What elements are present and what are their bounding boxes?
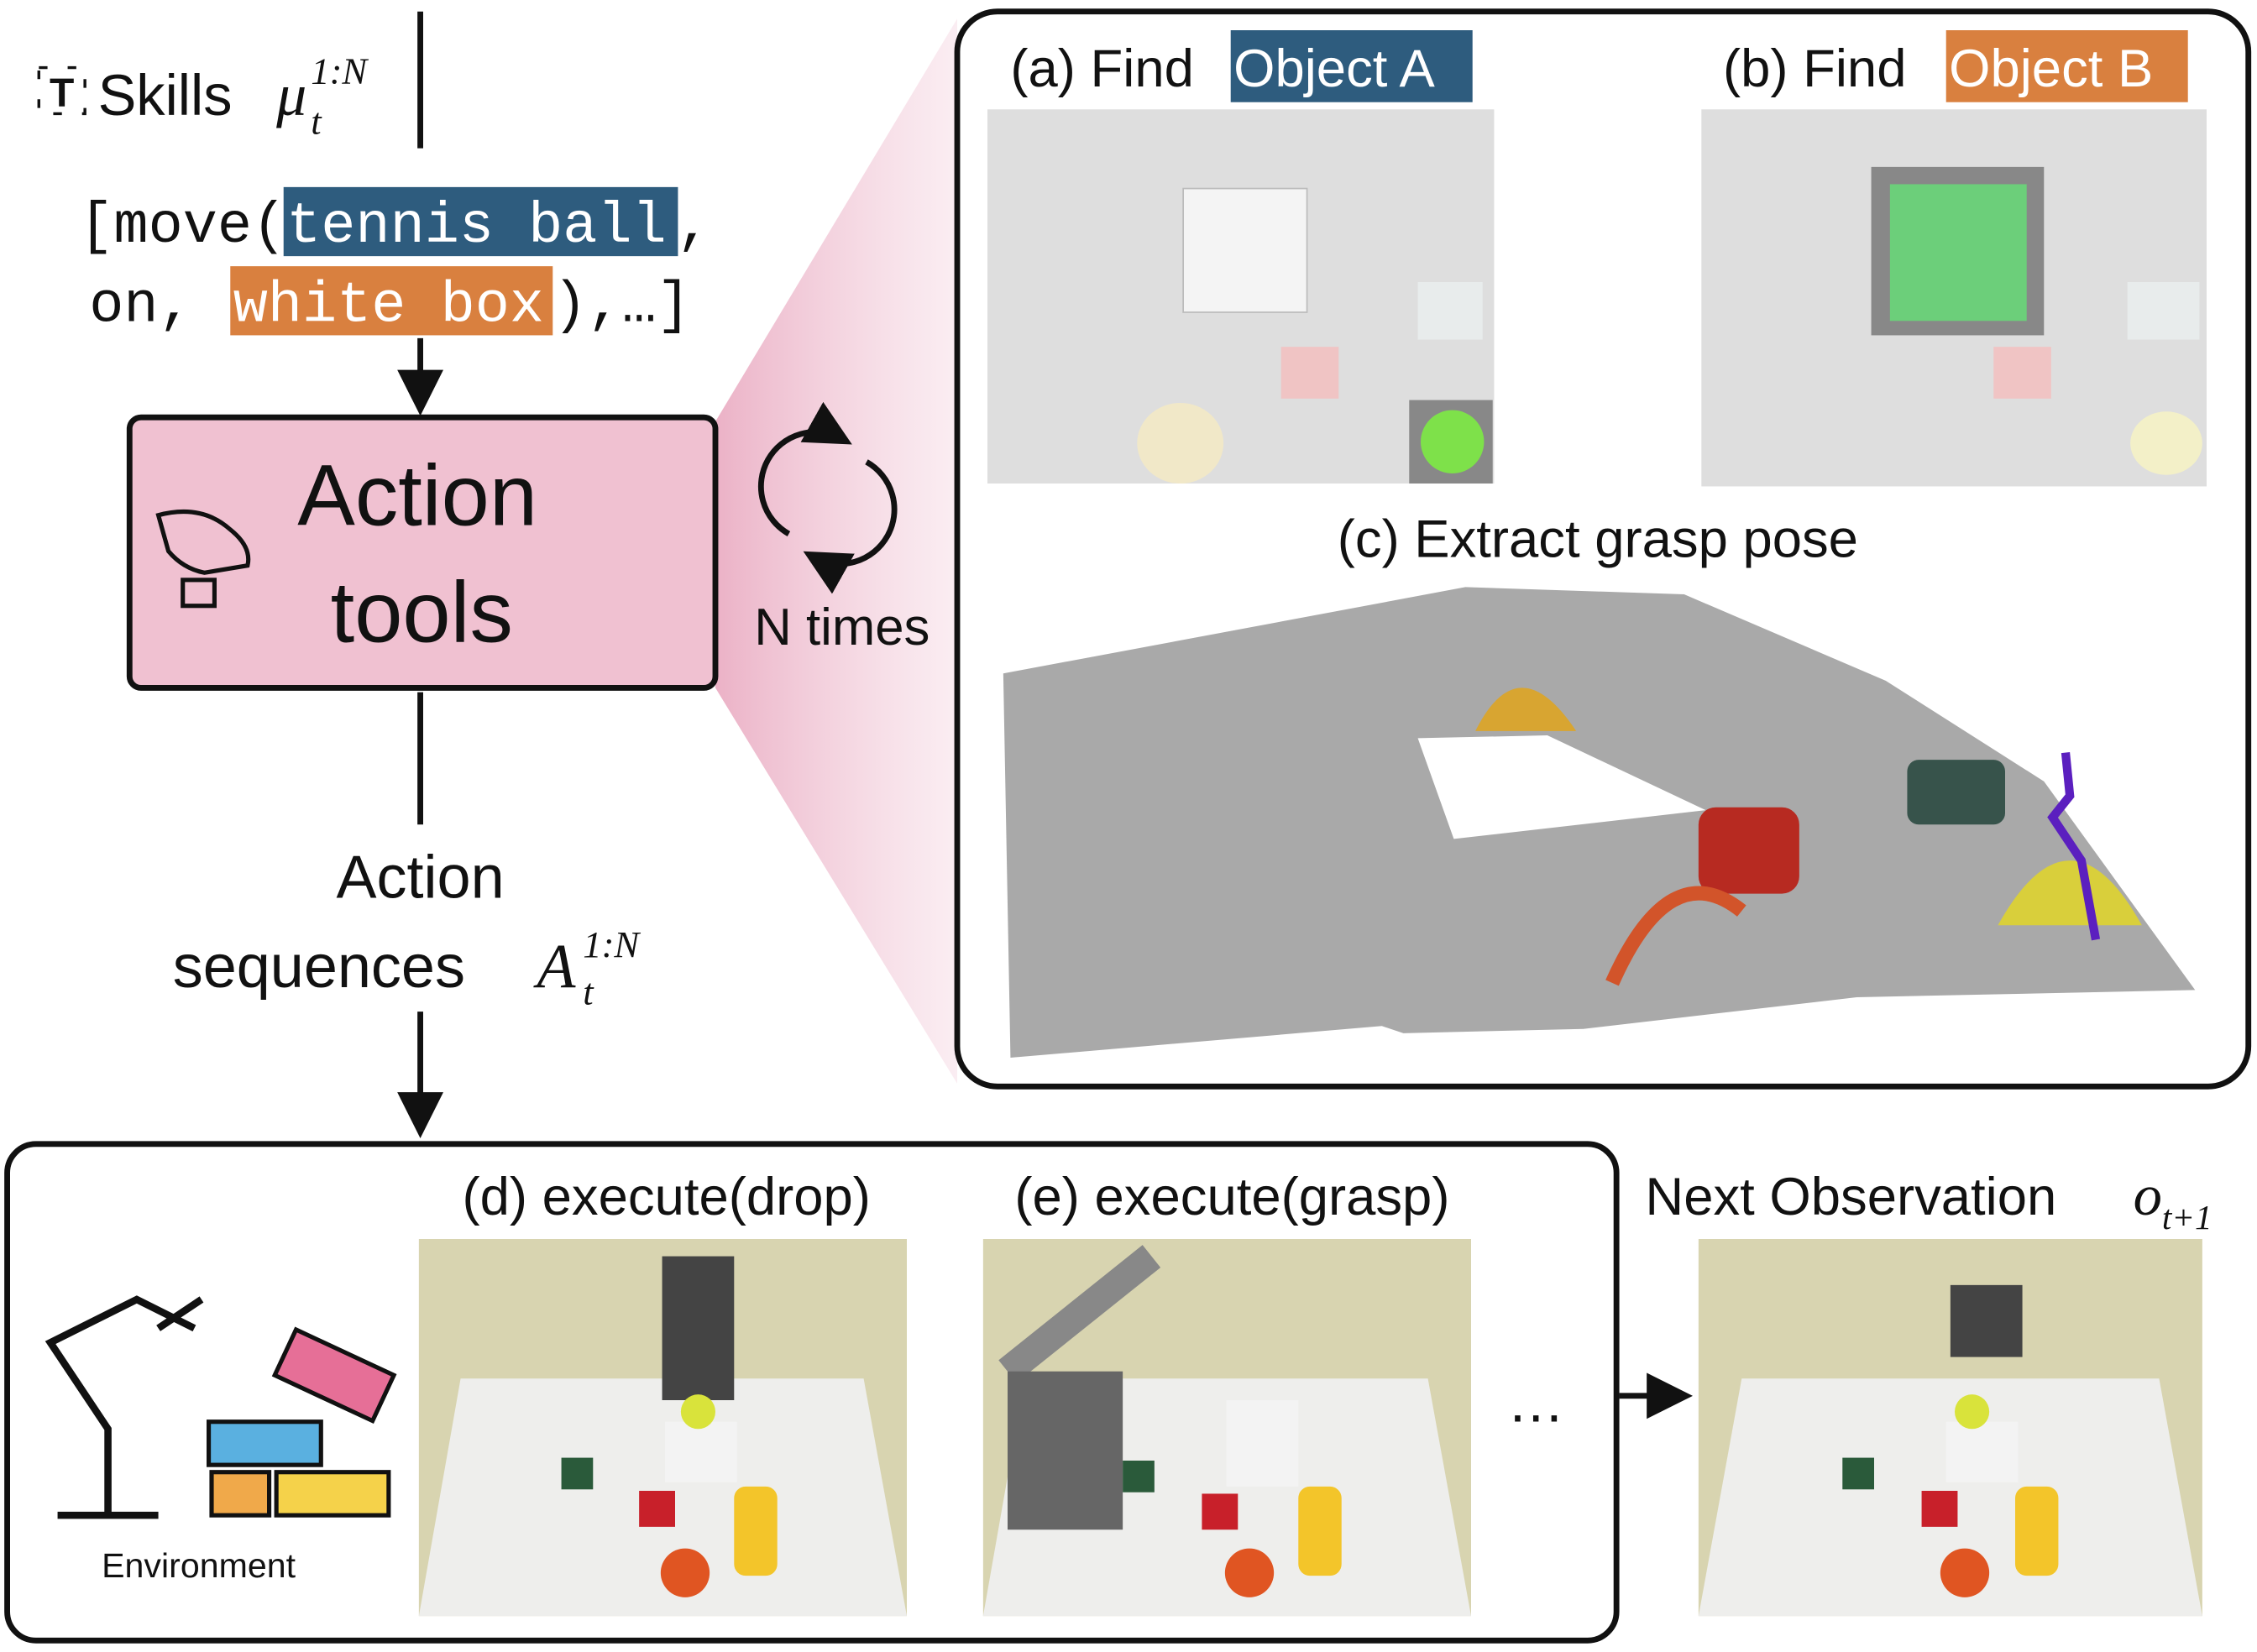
next-observation-symbol: o: [2134, 1163, 2162, 1227]
sequence-close: ),…]: [552, 273, 691, 338]
next-observation-label: Next Observation: [1645, 1168, 2056, 1226]
panel-a-prefix: (a) Find: [1010, 39, 1193, 98]
panel-b-prefix: (b) Find: [1723, 39, 1906, 98]
skills-sub: t: [311, 100, 322, 142]
sequence-comma: ,: [677, 194, 711, 259]
panel-c-title: (c) Extract grasp pose: [1338, 510, 1858, 568]
skills-sup: 1:N: [311, 50, 369, 91]
action-sequences-sub: t: [583, 971, 594, 1013]
sequence-open: [move(: [79, 194, 286, 259]
action-tools-line1: Action: [297, 447, 537, 544]
panel-e-title: (e) execute(grasp): [1014, 1168, 1449, 1226]
object-a: tennis ball: [286, 194, 667, 259]
sequence-relation: on,: [89, 273, 192, 338]
action-sequences-line2: sequences: [173, 933, 465, 1001]
skills-label: Skills: [98, 63, 233, 128]
ellipsis: …: [1507, 1370, 1565, 1435]
panel-a-highlight: Object A: [1233, 39, 1435, 98]
object-b: white box: [233, 273, 544, 338]
panel-b-highlight: Object B: [1949, 39, 2153, 98]
loop-label: N times: [754, 599, 930, 656]
skills-symbol: μ: [275, 61, 306, 128]
environment-label: Environment: [102, 1546, 296, 1585]
panel-d-title: (d) execute(drop): [463, 1168, 871, 1226]
action-sequences-line1: Action: [337, 844, 505, 912]
layout: T: [4, 8, 2252, 1644]
action-sequences-symbol: A: [532, 932, 576, 1001]
next-observation-sub: t+1: [2162, 1198, 2212, 1236]
action-tools-line2: tools: [331, 564, 513, 661]
svg-text:T: T: [50, 71, 74, 116]
action-sequences-sup: 1:N: [583, 923, 641, 965]
